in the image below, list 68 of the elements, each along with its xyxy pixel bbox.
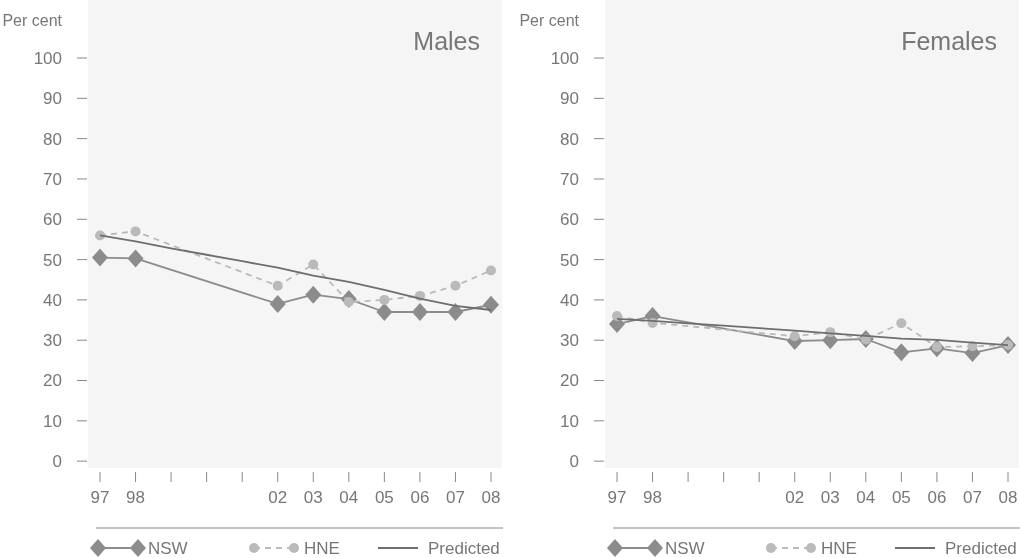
x-tick-label: 07: [445, 488, 465, 507]
point: [376, 303, 393, 321]
point: [127, 249, 144, 268]
y-tick-label: 50: [560, 250, 579, 270]
y-tick-label: 60: [560, 210, 579, 230]
x-tick-label: 07: [962, 488, 982, 507]
point: [896, 318, 907, 329]
x-tick-label: 97: [607, 488, 627, 507]
y-tick-label: 0: [52, 452, 62, 472]
y-tick-label: 100: [33, 49, 62, 68]
text: Males: [413, 27, 480, 55]
y-tick-label: 70: [560, 169, 579, 189]
point: [92, 248, 108, 267]
y-tick-label: 40: [560, 290, 579, 310]
y-tick-label: 80: [560, 129, 579, 149]
x-tick-label: 98: [126, 488, 146, 507]
x-tick-label: 05: [891, 488, 911, 507]
point: [379, 294, 390, 305]
point: [450, 280, 461, 291]
point: [447, 303, 464, 321]
point: [308, 259, 319, 270]
y-tick-label: 30: [43, 331, 62, 351]
point: [483, 295, 499, 314]
legend-label: HNE: [304, 539, 340, 558]
y-tick-label: 20: [560, 371, 579, 391]
point: [269, 294, 286, 313]
y-tick-label: 90: [560, 89, 579, 109]
y-tick-label: 30: [560, 331, 579, 351]
legend-label: Predicted: [428, 539, 500, 558]
x-tick-label: 04: [856, 488, 876, 507]
y-axis-title: Per cent: [519, 12, 580, 29]
legend-label: HNE: [821, 539, 857, 558]
point: [130, 226, 141, 237]
x-tick-label: 04: [339, 488, 359, 507]
y-tick-label: 50: [43, 250, 62, 270]
x-tick-label: 05: [374, 488, 394, 507]
point: [612, 311, 622, 322]
y-tick-label: 60: [43, 210, 62, 230]
y-tick-label: 10: [560, 411, 579, 431]
x-tick-label: 02: [268, 488, 288, 507]
y-tick-label: 20: [43, 371, 62, 391]
x-tick-label: 02: [785, 488, 805, 507]
point: [411, 303, 428, 321]
x-tick-label: 98: [643, 488, 663, 507]
y-tick-label: 70: [43, 169, 62, 189]
legend-label: NSW: [665, 539, 705, 558]
point: [486, 265, 496, 276]
legend-label: NSW: [148, 539, 188, 558]
text: Females: [901, 27, 997, 55]
y-tick-label: 100: [550, 49, 579, 68]
point: [272, 280, 283, 291]
y-tick-label: 90: [43, 89, 62, 109]
x-tick-label: 97: [90, 488, 110, 507]
x-tick-label: 03: [303, 488, 323, 507]
x-tick-label: 08: [481, 488, 501, 507]
y-tick-label: 10: [43, 411, 62, 431]
y-tick-label: 80: [43, 129, 62, 149]
y-tick-label: 0: [569, 452, 579, 472]
x-tick-label: 08: [998, 488, 1018, 507]
x-tick-label: 06: [927, 488, 947, 507]
point: [305, 285, 322, 304]
legend-label: Predicted: [945, 539, 1017, 558]
y-axis-title: Per cent: [2, 12, 63, 29]
x-tick-label: 06: [410, 488, 430, 507]
point: [893, 343, 910, 362]
x-tick-label: 03: [820, 488, 840, 507]
point: [789, 331, 800, 342]
y-tick-label: 40: [43, 290, 62, 310]
